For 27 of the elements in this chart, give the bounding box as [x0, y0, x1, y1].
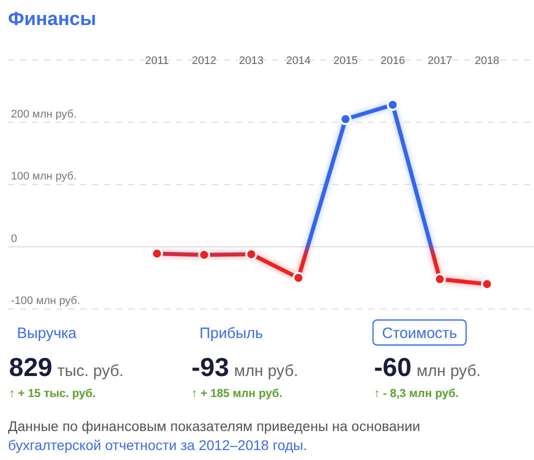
x-tick-label: 2013: [239, 55, 264, 67]
text: тыс. руб.: [57, 363, 124, 380]
text: Стоимость: [382, 325, 458, 342]
x-tick-label: 2016: [380, 55, 405, 67]
text: млн руб.: [234, 363, 298, 380]
chart-title: Финансы: [8, 9, 96, 30]
y-tick-label: 0: [11, 232, 18, 245]
text: ↑ + 185 млн руб.: [192, 388, 282, 400]
x-tick-label: 2012: [192, 55, 216, 67]
text: Прибыль: [200, 325, 264, 342]
text: бухгалтерской отчетности за 2012–2018 годы.: [8, 437, 308, 453]
x-tick-label: 2017: [428, 55, 452, 67]
text: -93: [192, 352, 230, 382]
text: ↑ - 8,3 млн руб.: [374, 388, 459, 400]
text: Выручка: [17, 325, 78, 342]
text: Данные по финансовым показателям приведены на основании: [8, 418, 420, 434]
y-tick-label: -100 млн руб.: [11, 295, 80, 307]
text: млн руб.: [416, 363, 481, 380]
y-tick-label: 100 млн руб.: [11, 170, 76, 182]
x-tick-label: 2011: [145, 55, 169, 67]
x-tick-label: 2015: [333, 55, 358, 67]
text: ↑ + 15 тыс. руб.: [9, 388, 96, 400]
text: -60: [374, 352, 412, 382]
y-tick-label: 200 млн руб.: [11, 108, 76, 120]
x-tick-label: 2018: [474, 55, 500, 67]
x-tick-label: 2014: [286, 55, 311, 67]
text: 829: [9, 352, 52, 382]
